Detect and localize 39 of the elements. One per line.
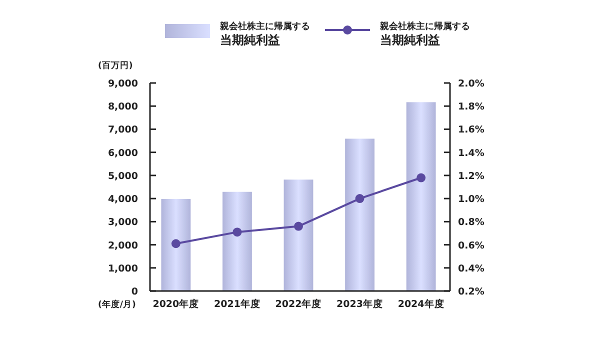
y-tick-label: 5,000 — [108, 170, 138, 182]
y2-tick-label: 0.2% — [458, 286, 485, 298]
y-axis-title: (百万円) — [98, 60, 133, 71]
legend-label: 親会社株主に帰属する当期純利益 — [379, 21, 470, 47]
bar — [345, 138, 374, 291]
y2-tick-label: 0.8% — [458, 217, 485, 228]
y2-tick-label: 1.4% — [458, 148, 485, 159]
y-tick-label: 6,000 — [108, 148, 138, 159]
x-axis-title: (年度/月) — [98, 299, 136, 310]
y-tick-label: 2,000 — [108, 240, 138, 252]
x-tick-label: 2021年度 — [214, 298, 260, 310]
x-tick-label: 2020年度 — [152, 298, 200, 310]
y2-tick-label: 0.6% — [458, 240, 485, 252]
y2-tick-label: 2.0% — [458, 78, 485, 90]
y2-tick-label: 1.8% — [458, 102, 485, 113]
point — [232, 228, 242, 237]
y-tick-label: 1,000 — [108, 263, 138, 274]
x-tick-label: 2023年度 — [336, 298, 384, 310]
y-tick-label: 3,000 — [108, 217, 138, 228]
y2-tick-label: 1.2% — [458, 170, 485, 182]
y-tick-label: 7,000 — [108, 124, 138, 136]
y2-tick-label: 0.4% — [458, 263, 485, 274]
y-tick-label: 4,000 — [108, 194, 138, 206]
y-tick-label: 8,000 — [108, 102, 138, 113]
point — [416, 173, 426, 182]
point — [355, 194, 364, 204]
point — [171, 239, 180, 248]
y-tick-label: 9,000 — [108, 78, 138, 90]
bar — [161, 199, 191, 291]
bar — [284, 180, 314, 291]
y2-tick-label: 1.6% — [458, 124, 485, 136]
bar — [406, 102, 436, 291]
y-tick-label: 0 — [131, 286, 138, 298]
legend-label: 親会社株主に帰属する当期純利益 — [219, 21, 310, 47]
point — [294, 222, 303, 231]
x-tick-label: 2024年度 — [398, 298, 444, 310]
bar — [222, 192, 252, 291]
y2-tick-label: 1.0% — [458, 194, 485, 206]
x-tick-label: 2022年度 — [275, 298, 322, 310]
